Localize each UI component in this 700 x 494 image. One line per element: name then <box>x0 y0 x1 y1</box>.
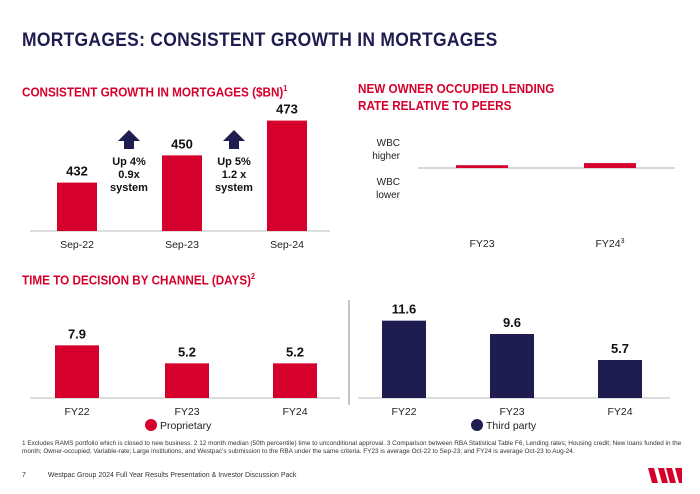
proprietary-category-label: FY22 <box>64 406 89 418</box>
growth-annotation-line: 1.2 x <box>222 169 247 181</box>
up-arrow-icon <box>223 130 245 149</box>
lending-rate-title-line-1: NEW OWNER OCCUPIED LENDING <box>358 81 555 96</box>
growth-annotation-line: Up 4% <box>112 156 146 168</box>
page-title: MORTGAGES: CONSISTENT GROWTH IN MORTGAGE… <box>22 30 498 51</box>
third-party-value-label: 5.7 <box>611 341 629 356</box>
page-number: 7 <box>22 472 26 479</box>
proprietary-category-label: FY24 <box>282 406 307 418</box>
proprietary-value-label: 7.9 <box>68 326 86 341</box>
lending-rate-title-line-2: RATE RELATIVE TO PEERS <box>358 98 512 113</box>
third-party-category-label: FY23 <box>499 406 524 418</box>
lending-rate-category-label: FY243 <box>595 238 624 250</box>
third-party-value-label: 9.6 <box>503 315 521 330</box>
legend-proprietary-label: Proprietary <box>160 420 212 432</box>
decision-time-chart-title-sup: 2 <box>251 272 256 281</box>
third-party-bar-fy24 <box>598 360 642 398</box>
proprietary-value-label: 5.2 <box>178 344 196 359</box>
mortgage-category-label: Sep-24 <box>270 239 304 251</box>
lending-rate-chart: WBC higher WBC lower FY23 FY243 <box>372 138 675 250</box>
lending-rate-category-label: FY23 <box>469 238 494 250</box>
proprietary-category-label: FY23 <box>174 406 199 418</box>
footer: 7 Westpac Group 2024 Full Year Results Pr… <box>22 472 296 479</box>
proprietary-bar-fy22 <box>55 345 99 398</box>
wbc-lower-label-1: WBC <box>377 177 400 188</box>
decision-time-chart-title-text: TIME TO DECISION BY CHANNEL (DAYS) <box>22 272 252 288</box>
mortgages-chart-title-sup: 1 <box>283 84 288 93</box>
footnotes: 1 Excludes RAMS portfolio which is close… <box>22 440 682 455</box>
third-party-category-label: FY22 <box>391 406 416 418</box>
lending-rate-category-sup: 3 <box>621 238 625 245</box>
mortgage-value-label: 473 <box>276 102 298 117</box>
growth-annotation-line: system <box>215 182 253 194</box>
growth-annotation-line: system <box>110 182 148 194</box>
mortgage-value-label: 450 <box>171 136 193 151</box>
legend-proprietary-marker <box>145 419 157 431</box>
mortgage-bar-sep-22 <box>57 182 97 231</box>
lending-rate-chart-title: NEW OWNER OCCUPIED LENDING RATE RELATIVE… <box>358 80 554 114</box>
up-arrow-icon <box>118 130 140 149</box>
mortgage-bar-sep-24 <box>267 120 307 231</box>
growth-annotation-line: 0.9x <box>118 169 140 181</box>
mortgage-category-label: Sep-22 <box>60 239 94 251</box>
wbc-higher-label-1: WBC <box>377 138 400 149</box>
mortgage-value-label: 432 <box>66 164 88 179</box>
wbc-higher-label-2: higher <box>372 151 400 162</box>
proprietary-bar-fy24 <box>273 363 317 398</box>
wbc-lower-label-2: lower <box>376 190 401 201</box>
third-party-value-label: 11.6 <box>392 302 417 317</box>
third-party-bar-fy23 <box>490 334 534 398</box>
mortgages-chart-title: CONSISTENT GROWTH IN MORTGAGES ($BN)1 <box>22 80 287 100</box>
footer-text: Westpac Group 2024 Full Year Results Pre… <box>47 472 297 479</box>
mortgage-bar-sep-23 <box>162 155 202 231</box>
proprietary-value-label: 5.2 <box>286 344 304 359</box>
decision-time-chart: 7.9 5.2 5.2 11.6 9.6 5.7 FY22 FY23 FY24 FY22 FY23… <box>30 300 670 432</box>
mortgages-chart-title-text: CONSISTENT GROWTH IN MORTGAGES ($BN) <box>22 84 284 100</box>
proprietary-bar-fy23 <box>165 363 209 398</box>
lending-rate-bar-fy24 <box>584 163 636 168</box>
third-party-bar-fy22 <box>382 320 426 398</box>
decision-time-chart-title: TIME TO DECISION BY CHANNEL (DAYS)2 <box>22 268 255 288</box>
legend-third-party-label: Third party <box>486 420 537 432</box>
westpac-logo-icon <box>648 468 682 483</box>
lending-rate-bar-fy23 <box>456 165 508 168</box>
legend-third-party-marker <box>471 419 483 431</box>
growth-annotation-line: Up 5% <box>217 156 251 168</box>
mortgage-category-label: Sep-23 <box>165 239 199 251</box>
third-party-category-label: FY24 <box>607 406 632 418</box>
